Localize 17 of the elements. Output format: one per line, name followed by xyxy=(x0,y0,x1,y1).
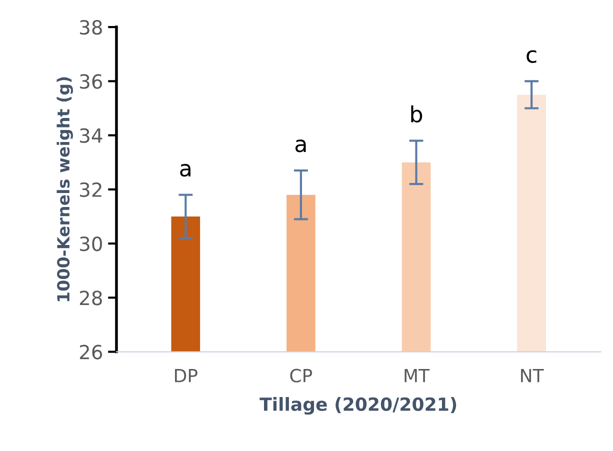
y-tick-label: 34 xyxy=(80,128,102,143)
y-tick-label: 26 xyxy=(80,344,102,360)
x-tick-label: CP xyxy=(290,368,312,382)
x-axis-title: Tillage (2020/2021) xyxy=(260,397,456,415)
y-tick-label: 30 xyxy=(80,236,102,252)
x-tick-label: MT xyxy=(404,369,430,382)
x-tick-label: NT xyxy=(521,369,544,382)
x-tick-label: DP xyxy=(175,369,198,382)
y-tick-label: 36 xyxy=(80,74,102,89)
annotation: c xyxy=(526,50,536,63)
y-tick-label: 32 xyxy=(80,182,102,198)
annotation: b xyxy=(411,105,422,123)
annotation: a xyxy=(180,164,190,177)
annotation: a xyxy=(295,140,306,152)
y-tick-label: 28 xyxy=(80,290,102,306)
y-tick-label: 38 xyxy=(80,20,102,35)
y-axis-title: 1000-Kernels weight (g) xyxy=(56,77,73,302)
